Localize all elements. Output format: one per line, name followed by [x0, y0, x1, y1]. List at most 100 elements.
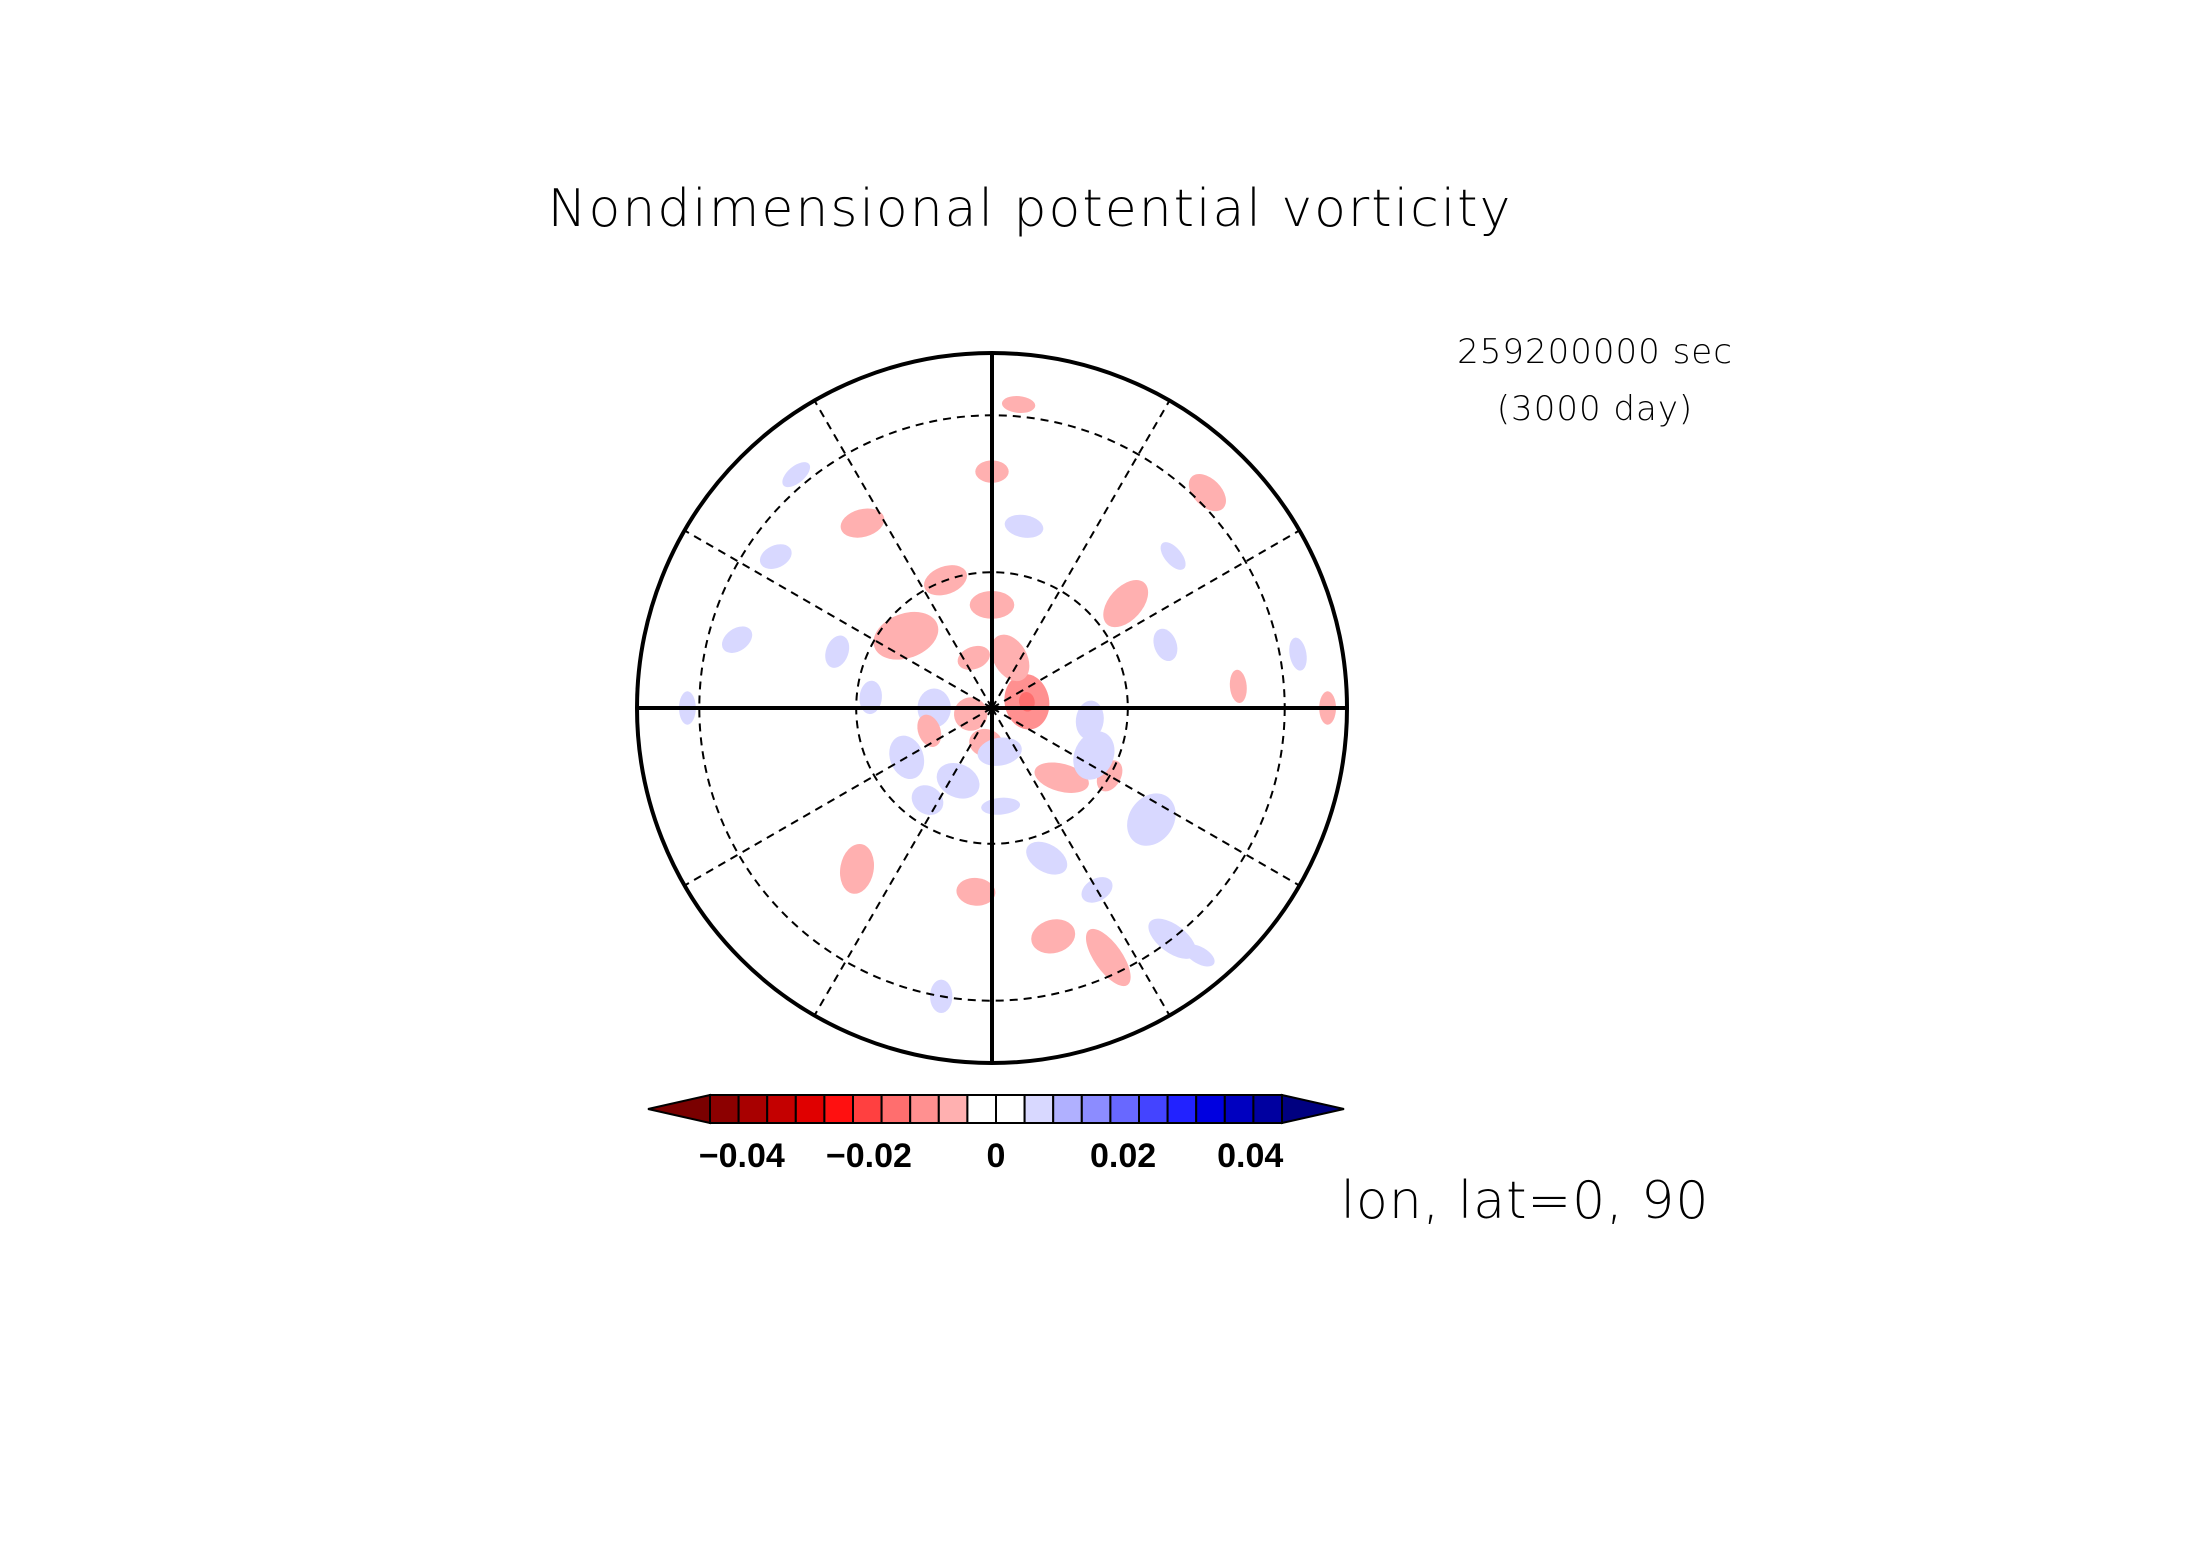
- anomaly-contour: [1004, 514, 1044, 538]
- colorbar-swatch: [1223, 1094, 1255, 1124]
- vorticity-anomaly: [1034, 762, 1089, 793]
- colorbar-swatch: [737, 1094, 769, 1124]
- vorticity-anomaly: [1153, 628, 1178, 662]
- colorbar-swatch: [794, 1094, 826, 1124]
- vorticity-anomaly: [1004, 514, 1044, 538]
- anomaly-contour: [1031, 919, 1076, 954]
- anomaly-contour: [1153, 628, 1178, 662]
- colorbar-swatch: [852, 1094, 883, 1124]
- plot-boundary: [635, 351, 1349, 1065]
- meridian-dashed: [991, 529, 1300, 709]
- anomaly-contour: [917, 714, 942, 747]
- chart-title: Nondimensional potential vorticity: [548, 179, 1513, 239]
- colorbar: −0.04 −0.02 0 0.02 0.04: [647, 1093, 1345, 1175]
- graticule: [637, 353, 1347, 1063]
- vorticity-anomaly: [1148, 918, 1197, 959]
- vorticity-anomaly: [825, 635, 850, 668]
- colorbar-swatch: [1109, 1094, 1141, 1124]
- vorticity-anomaly: [840, 508, 885, 538]
- anomaly-contour: [1188, 474, 1226, 512]
- anomaly-contour: [759, 544, 792, 569]
- anomaly-contour: [956, 877, 996, 906]
- colorbar-swatch: [1252, 1094, 1284, 1124]
- day-label: (3000 day): [1497, 389, 1693, 429]
- colorbar-tick-label: 0.04: [1217, 1137, 1283, 1175]
- anomaly-contour: [1103, 580, 1149, 628]
- polar-plot: [635, 351, 1349, 1065]
- anomaly-contour: [991, 634, 1030, 682]
- colorbar-swatch: [1052, 1094, 1083, 1124]
- colorbar-swatch: [937, 1094, 969, 1124]
- colorbar-extend-low: [647, 1093, 711, 1125]
- vorticity-anomaly: [759, 544, 792, 569]
- vorticity-anomaly: [956, 877, 996, 906]
- colorbar-tick-label: 0: [987, 1137, 1006, 1175]
- vorticity-anomaly: [1103, 580, 1149, 628]
- vorticity-anomaly: [1073, 731, 1115, 780]
- vorticity-anomaly: [1127, 793, 1176, 846]
- vorticity-anomaly: [977, 737, 1022, 766]
- anomaly-contour: [859, 680, 882, 715]
- vorticity-anomaly: [1160, 542, 1186, 570]
- meridian-dashed: [813, 400, 993, 709]
- colorbar-tick-label: 0.02: [1090, 1137, 1156, 1175]
- meridian-dashed: [991, 707, 1300, 887]
- vorticity-anomaly: [954, 697, 988, 731]
- vorticity-anomaly: [1289, 637, 1307, 671]
- anomaly-contour: [916, 359, 950, 383]
- vorticity-anomaly: [1085, 928, 1131, 987]
- colorbar-swatch: [1080, 1094, 1112, 1124]
- vorticity-field: [679, 359, 1336, 1013]
- vorticity-anomaly: [873, 611, 939, 660]
- meridian-dashed: [991, 707, 1171, 1016]
- vorticity-anomaly: [782, 462, 811, 488]
- anomaly-contour: [1289, 637, 1307, 671]
- vorticity-anomaly: [916, 359, 950, 383]
- vorticity-anomaly: [1001, 396, 1036, 413]
- colorbar-swatch: [880, 1094, 912, 1124]
- colorbar-swatch: [995, 1094, 1026, 1124]
- colorbar-swatch: [966, 1094, 998, 1124]
- meridian-dashed: [684, 707, 993, 887]
- colorbar-swatch: [1166, 1094, 1198, 1124]
- anomaly-contour: [957, 645, 990, 670]
- anomaly-contour: [873, 611, 939, 660]
- anomaly-contour: [1073, 731, 1115, 780]
- colorbar-swatch: [709, 1094, 740, 1124]
- colorbar-swatch: [1138, 1094, 1169, 1124]
- anomaly-contour: [1127, 793, 1176, 846]
- anomaly-contour: [1160, 542, 1186, 570]
- meridian-dashed: [684, 529, 993, 709]
- colorbar-swatch: [1023, 1094, 1055, 1124]
- anomaly-contour: [839, 844, 875, 894]
- colorbar-swatch: [1195, 1094, 1226, 1124]
- anomaly-contour: [1026, 841, 1068, 875]
- projection-center-label: lon, lat=0, 90: [1341, 1171, 1710, 1231]
- vorticity-anomaly: [1026, 841, 1068, 875]
- vorticity-anomaly: [1031, 919, 1076, 954]
- vorticity-anomaly: [957, 645, 990, 670]
- colorbar-extend-high: [1281, 1093, 1345, 1125]
- anomaly-contour: [1229, 669, 1247, 704]
- anomaly-contour: [840, 508, 885, 538]
- anomaly-contour: [721, 626, 753, 653]
- anomaly-contour: [1184, 944, 1215, 967]
- anomaly-contour: [1075, 700, 1104, 740]
- vorticity-anomaly: [1188, 474, 1226, 512]
- vorticity-anomaly: [839, 844, 875, 894]
- colorbar-tick-label: −0.04: [699, 1137, 785, 1175]
- vorticity-anomaly: [859, 680, 882, 715]
- vorticity-anomaly: [917, 714, 942, 747]
- vorticity-anomaly: [991, 634, 1030, 682]
- anomaly-contour: [782, 462, 811, 488]
- vorticity-anomaly: [1184, 944, 1215, 967]
- vorticity-anomaly: [981, 797, 1021, 815]
- anomaly-contour: [977, 737, 1022, 766]
- colorbar-tick-label: −0.02: [826, 1137, 912, 1175]
- vorticity-anomaly: [721, 626, 753, 653]
- colorbar-swatch: [766, 1094, 797, 1124]
- vorticity-anomaly: [1075, 700, 1104, 740]
- meridian-dashed: [991, 400, 1171, 709]
- anomaly-contour: [936, 762, 980, 799]
